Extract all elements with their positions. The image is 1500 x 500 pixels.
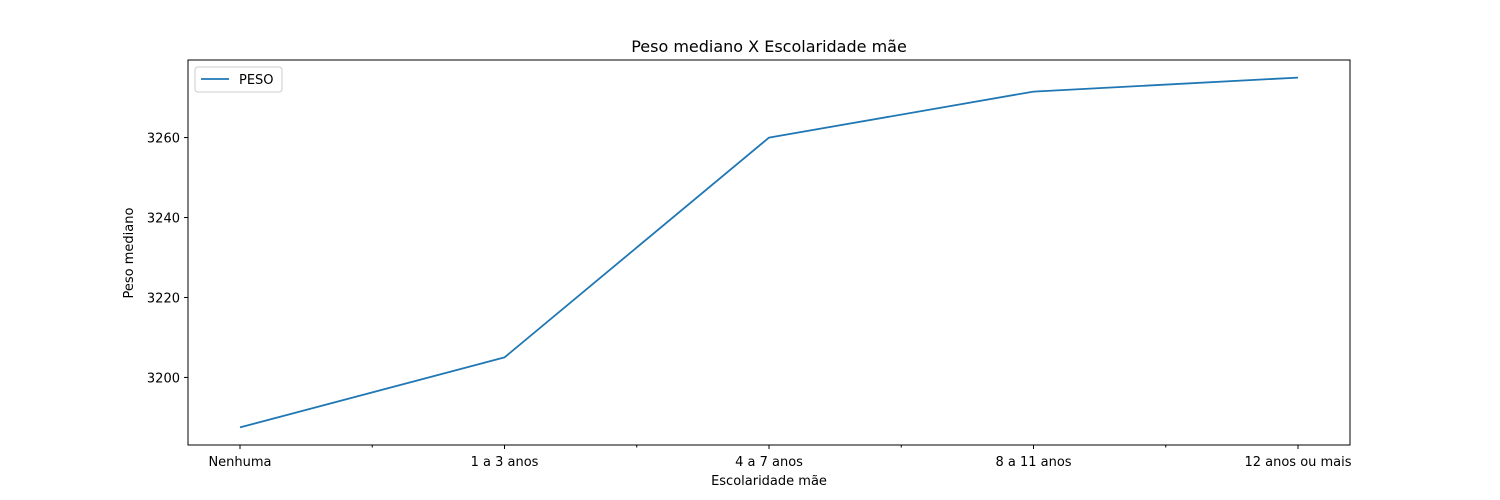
legend-box	[194, 66, 283, 93]
legend-label: PESO	[239, 73, 274, 88]
x-tick-label: Nenhuma	[208, 455, 271, 470]
plot-area	[187, 59, 1351, 446]
x-tick-label: 4 a 7 anos	[735, 455, 803, 470]
x-tick-label: 12 anos ou mais	[1244, 455, 1351, 470]
x-minor-ticks	[371, 445, 1167, 448]
y-tick-label: 3200	[147, 371, 180, 386]
x-axis: Nenhuma 1 a 3 anos 4 a 7 anos 8 a 11 anos 12…	[208, 445, 1352, 470]
y-tick-label: 3260	[147, 132, 180, 147]
y-axis-title: Peso mediano	[122, 207, 137, 298]
x-tick-label: 8 a 11 anos	[995, 455, 1071, 470]
legend: PESO	[194, 66, 283, 93]
y-tick-label: 3240	[147, 212, 180, 227]
chart-title: Peso mediano X Escolaridade mãe	[631, 37, 907, 56]
x-tick-label: 1 a 3 anos	[471, 455, 539, 470]
x-axis-title: Escolaridade mãe	[711, 474, 827, 489]
y-axis: 3200 3220 3240 3260	[147, 132, 188, 386]
series-line-peso	[239, 76, 1299, 429]
series-lines	[239, 76, 1299, 429]
y-tick-label: 3220	[147, 291, 180, 306]
